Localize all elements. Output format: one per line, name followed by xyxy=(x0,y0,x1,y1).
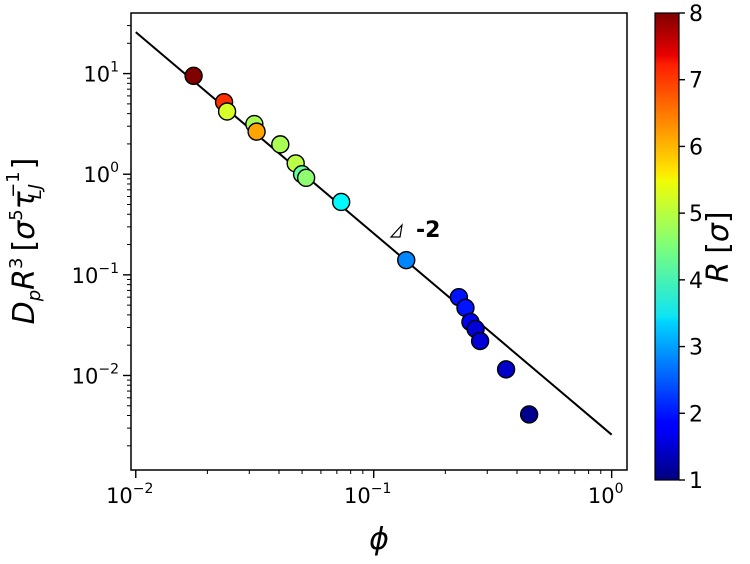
data-point xyxy=(271,135,290,154)
slope-annotation: -2 xyxy=(389,218,440,243)
fit-line xyxy=(135,31,613,436)
x-axis-label: ϕ xyxy=(369,522,389,557)
colorbar-ticks: 1 2 3 4 5 6 7 8 xyxy=(679,2,703,494)
colorbar-tick-label: 2 xyxy=(689,402,703,427)
x-tick-label: 100 xyxy=(588,481,624,508)
colorbar-tick-label: 1 xyxy=(689,469,703,494)
data-point xyxy=(184,66,203,86)
y-tick-label: 10−2 xyxy=(72,361,119,388)
slope-label: -2 xyxy=(416,218,440,243)
data-point xyxy=(496,360,516,379)
x-tick-label: 10−1 xyxy=(344,481,391,508)
colorbar-tick-label: 3 xyxy=(689,336,703,361)
colorbar-tick-label: 4 xyxy=(689,269,703,294)
plot-area xyxy=(130,12,628,471)
data-point xyxy=(331,192,351,212)
data-point xyxy=(247,122,266,141)
svg-text:R[σ]: R[σ] xyxy=(701,211,736,282)
y-tick-label: 101 xyxy=(83,60,119,87)
scatter-points xyxy=(184,66,539,424)
colorbar-label: R[σ] xyxy=(701,211,736,282)
data-point xyxy=(217,102,237,121)
y-axis-label: DpR3[σ5τLJ−1] xyxy=(3,158,46,325)
y-tick-label: 100 xyxy=(83,160,119,187)
data-point xyxy=(470,331,490,351)
x-tick-label: 10−2 xyxy=(106,481,153,508)
y-tick-label: 10−1 xyxy=(72,261,119,288)
colorbar-tick-label: 8 xyxy=(689,2,703,27)
colorbar xyxy=(654,12,680,481)
colorbar-tick-label: 7 xyxy=(689,69,703,94)
data-point xyxy=(397,250,416,270)
data-point xyxy=(296,168,316,188)
svg-text:DpR3[σ5τLJ−1]: DpR3[σ5τLJ−1] xyxy=(3,158,46,325)
colorbar-tick-label: 5 xyxy=(689,202,703,227)
y-axis-ticks: 10−2 10−1 100 101 xyxy=(72,25,131,447)
slope-triangle-icon xyxy=(389,223,403,238)
data-point xyxy=(519,405,539,424)
colorbar-tick-label: 6 xyxy=(689,135,703,160)
x-axis-ticks: 10−2 10−1 100 xyxy=(106,470,623,508)
